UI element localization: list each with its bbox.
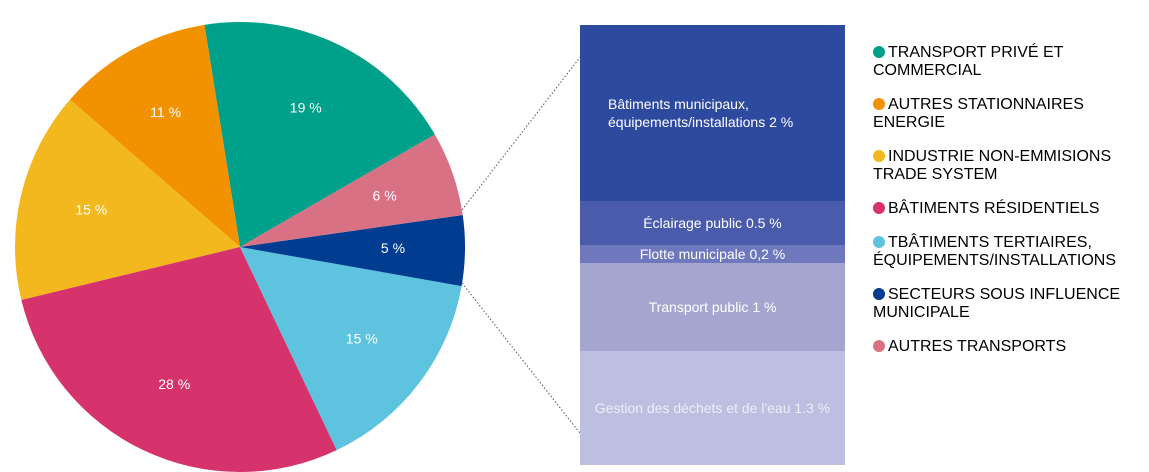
segment-label: Flotte municipale 0,2 % (640, 245, 786, 263)
slice-label: 11 % (150, 104, 181, 120)
slice-label: 19 % (290, 100, 322, 116)
segment-value: 0,2 % (749, 245, 786, 262)
legend-item: TRANSPORT PRIVÉ ET COMMERCIAL (873, 44, 1149, 80)
legend-label: INDUSTRIE NON-EMMISIONS TRADE SYSTEM (873, 148, 1112, 183)
slice-label: 6 % (373, 188, 397, 204)
legend-dot (873, 150, 885, 162)
pie-slice (14, 99, 240, 301)
segment-value: 1.3 % (794, 399, 831, 416)
breakdown-column: Bâtiments municipaux, équipements/instal… (580, 25, 845, 465)
segment-label: Éclairage public 0.5 % (643, 214, 782, 232)
segment-name: Éclairage public (643, 215, 743, 231)
connector (461, 282, 580, 434)
slice-label: 28 % (158, 376, 190, 392)
legend-item: SECTEURS SOUS INFLUENCE MUNICIPALE (873, 286, 1149, 322)
legend-dot (873, 98, 885, 110)
column-segment: Bâtiments municipaux, équipements/instal… (580, 25, 845, 201)
slice-label: 15 % (75, 202, 107, 218)
legend-item: INDUSTRIE NON-EMMISIONS TRADE SYSTEM (873, 148, 1149, 184)
legend-dot (873, 236, 885, 248)
slice-label: 15 % (346, 330, 378, 346)
pie-slice (21, 247, 337, 472)
pie-chart: 19 % 11 % 15 % 28 % 15 % 5 % 6 % (14, 22, 580, 472)
legend: TRANSPORT PRIVÉ ET COMMERCIAL AUTRES STAT… (873, 44, 1149, 356)
column-segment: Transport public 1 % (580, 262, 845, 351)
legend-item: TBÂTIMENTS TERTIAIRES, ÉQUIPEMENTS/INSTA… (873, 234, 1149, 270)
connector (461, 56, 580, 211)
legend-dot (873, 46, 885, 58)
pie-slice (240, 214, 465, 287)
segment-label: Gestion des déchets et de l'eau 1.3 % (595, 399, 830, 417)
segment-name: Bâtiments municipaux, équipements/instal… (608, 96, 766, 130)
segment-name: Transport public (648, 298, 749, 315)
segment-label: Bâtiments municipaux, équipements/instal… (608, 95, 831, 131)
legend-dot (873, 340, 885, 352)
legend-label: BÂTIMENTS RÉSIDENTIELS (888, 200, 1100, 217)
legend-dot (873, 288, 885, 300)
legend-label: TBÂTIMENTS TERTIAIRES, ÉQUIPEMENTS/INSTA… (873, 234, 1117, 269)
legend-dot (873, 202, 885, 214)
pie-slice (240, 134, 463, 247)
segment-value: 0.5 % (745, 215, 782, 231)
segment-name: Gestion des déchets et de l'eau (594, 399, 791, 416)
pie-slice (240, 247, 462, 451)
column-segment: Flotte municipale 0,2 % (580, 245, 845, 263)
legend-label: AUTRES STATIONNAIRES ENERGIE (873, 96, 1084, 131)
segment-value: 2 % (769, 114, 794, 130)
slice-label: 5 % (381, 240, 405, 256)
pie-slice (69, 24, 240, 248)
legend-label: TRANSPORT PRIVÉ ET COMMERCIAL (873, 44, 1064, 79)
legend-label: SECTEURS SOUS INFLUENCE MUNICIPALE (873, 286, 1121, 321)
legend-item: AUTRES STATIONNAIRES ENERGIE (873, 96, 1149, 132)
legend-item: BÂTIMENTS RÉSIDENTIELS (873, 200, 1149, 218)
segment-value: 1 % (752, 298, 777, 315)
pie-slice (204, 22, 435, 248)
legend-label: AUTRES TRANSPORTS (888, 338, 1067, 355)
legend-item: AUTRES TRANSPORTS (873, 338, 1149, 356)
column-segment: Gestion des déchets et de l'eau 1.3 % (580, 350, 845, 465)
column-segment: Éclairage public 0.5 % (580, 201, 845, 245)
segment-name: Flotte municipale (639, 245, 746, 262)
segment-label: Transport public 1 % (649, 298, 777, 316)
